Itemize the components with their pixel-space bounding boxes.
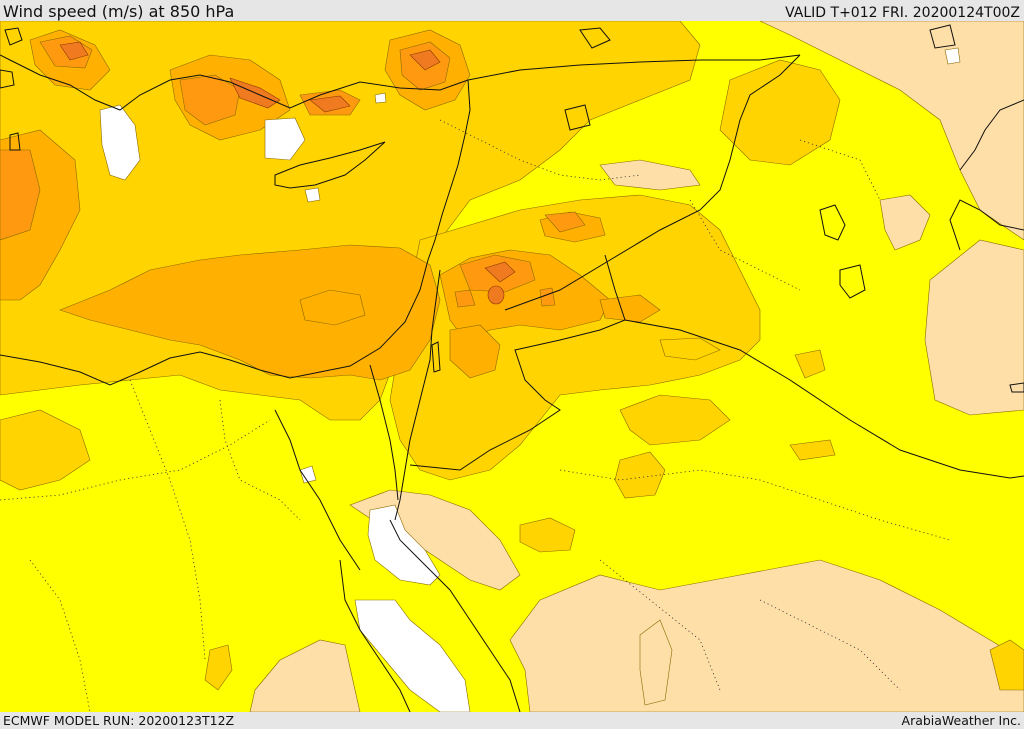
map-footer: ECMWF MODEL RUN: 20200123T12Z ArabiaWeat… — [0, 712, 1024, 729]
model-run-label: ECMWF MODEL RUN: 20200123T12Z — [3, 713, 235, 728]
very-strong-wind-cores — [0, 35, 586, 308]
coastlines-and-borders — [0, 24, 1024, 712]
map-header: Wind speed (m/s) at 850 hPa VALID T+012 … — [0, 0, 1024, 21]
credit-label: ArabiaWeather Inc. — [901, 713, 1021, 728]
wind-speed-map — [0, 21, 1024, 712]
internal-boundaries — [0, 119, 951, 712]
valid-time: VALID T+012 FRI. 20200124T00Z — [785, 5, 1020, 21]
map-title: Wind speed (m/s) at 850 hPa — [3, 2, 235, 21]
calm-areas — [99, 47, 961, 712]
weak-wind-regions — [249, 21, 1024, 712]
